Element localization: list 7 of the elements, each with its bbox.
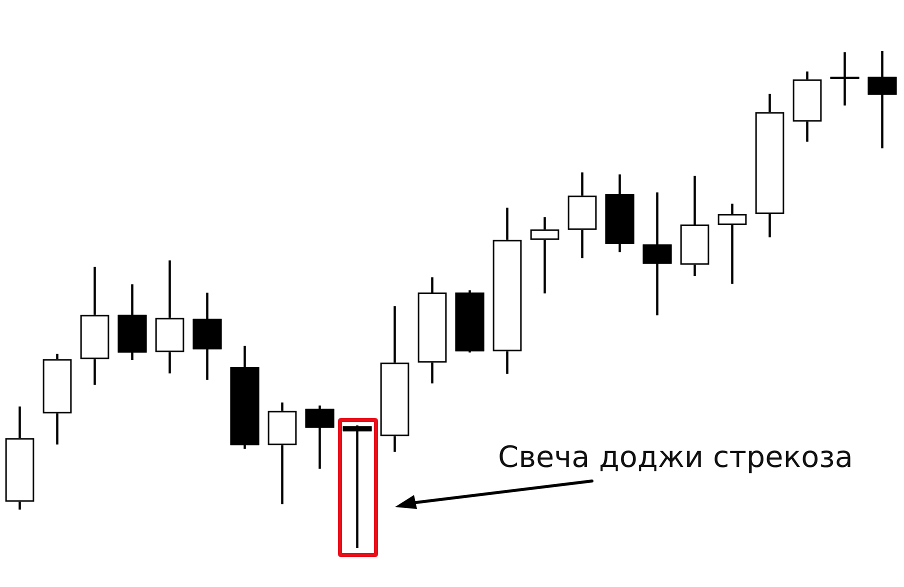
candlestick bbox=[530, 217, 560, 294]
candlestick bbox=[342, 425, 372, 548]
candlestick bbox=[830, 52, 860, 106]
candlestick bbox=[868, 51, 897, 148]
candlestick bbox=[642, 192, 672, 316]
candlestick bbox=[718, 204, 747, 284]
annotation: Свеча доджи стрекоза bbox=[498, 440, 853, 474]
